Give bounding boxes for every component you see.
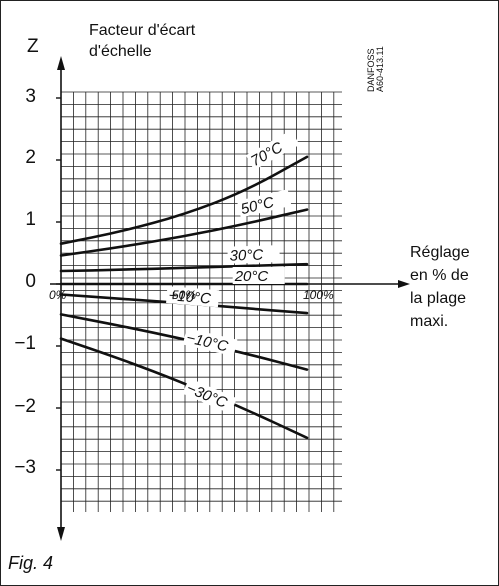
curve-50c bbox=[59, 208, 309, 257]
curve--30c bbox=[59, 337, 309, 440]
curve--10c bbox=[59, 313, 309, 371]
figure-caption: Fig. 4 bbox=[8, 553, 54, 573]
curve-label: 20°C bbox=[234, 268, 269, 285]
curve-label-background bbox=[227, 245, 280, 264]
x-axis-arrow bbox=[398, 280, 410, 288]
curve-label: 50°C bbox=[239, 194, 276, 218]
x-axis-title-line-1: Réglage bbox=[410, 244, 470, 261]
curve-label-background bbox=[182, 378, 238, 414]
curve-+10c bbox=[59, 293, 309, 315]
y-axis-arrow-up bbox=[57, 56, 65, 70]
y-tick-label: −3 bbox=[14, 457, 36, 478]
x-tick-label: 100% bbox=[303, 288, 334, 302]
y-axis-title-line-1: Facteur d'écart bbox=[89, 22, 196, 39]
chart-curve-labels: 70°C50°C30°C20°C+10°C−10°C−30°C bbox=[166, 130, 300, 414]
curve-label-background bbox=[182, 327, 238, 357]
x-tick-label: 50% bbox=[172, 288, 197, 302]
curve-70c bbox=[59, 155, 309, 245]
y-tick-label: −2 bbox=[14, 396, 36, 417]
x-axis-title-line-3: la plage bbox=[410, 290, 467, 307]
y-tick-label: −1 bbox=[14, 333, 36, 354]
y-axis-symbol: Z bbox=[27, 36, 39, 57]
x-axis-title: Réglage en % de la plage maxi. bbox=[410, 241, 470, 333]
curve-label-background bbox=[245, 130, 300, 171]
x-axis-title-line-4: maxi. bbox=[410, 313, 449, 330]
y-axis-arrow-down bbox=[57, 527, 65, 541]
y-tick-label: 1 bbox=[25, 209, 36, 230]
source-code: A60-413.11 bbox=[375, 46, 385, 92]
y-tick-label: 0 bbox=[25, 271, 36, 292]
curve-label: −30°C bbox=[184, 380, 230, 412]
y-axis-title: Facteur d'écart d'échelle bbox=[89, 20, 195, 62]
x-tick-label: 0% bbox=[49, 288, 67, 302]
curve-30c bbox=[59, 262, 309, 273]
y-tick-label: 2 bbox=[25, 147, 36, 168]
y-tick-label: 3 bbox=[25, 86, 36, 107]
source-reference: DANFOSS A60-413.11 bbox=[366, 46, 385, 92]
curve-label: +10°C bbox=[168, 287, 212, 307]
curve-label-background bbox=[232, 267, 285, 284]
y-axis-title-line-2: d'échelle bbox=[89, 43, 152, 60]
x-axis-title-line-2: en % de bbox=[410, 267, 469, 284]
chart-curves bbox=[59, 155, 309, 440]
curve-label-background bbox=[236, 189, 292, 218]
curve-label-background bbox=[166, 286, 220, 308]
curve-label: 30°C bbox=[229, 247, 263, 265]
curve-label: −10°C bbox=[185, 329, 230, 355]
